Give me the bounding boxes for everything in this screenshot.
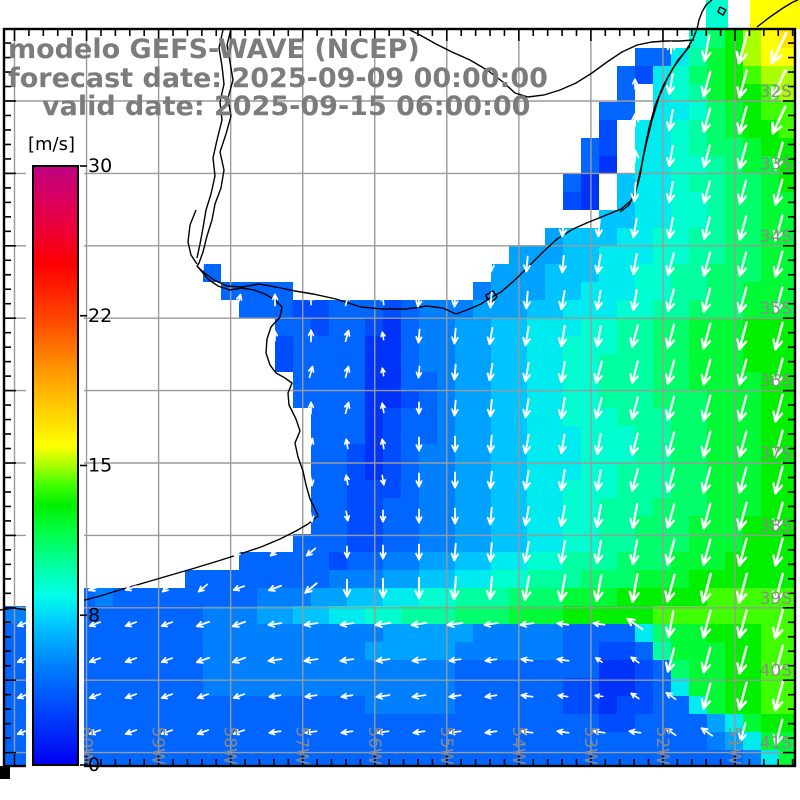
lat-label: 33S (760, 154, 792, 174)
lat-label: 35S (760, 299, 792, 319)
grid-lines-layer (4, 29, 795, 766)
ocean-cells-overflow-layer (706, 0, 800, 29)
lat-label: 39S (760, 589, 792, 609)
lat-label: 34S (760, 227, 792, 247)
coastline-layer (0, 0, 799, 611)
colorbar-tick-label: 30 (88, 155, 112, 177)
uruguay-river-east-bank (196, 28, 234, 267)
lon-label: 52W (652, 727, 672, 766)
colorbar-unit-label: [m/s] (28, 134, 75, 155)
lon-label: 55W (436, 727, 456, 766)
coordinate-labels-layer: 32S33S34S35S36S37S38S39S40S41S61W60W59W5… (28, 82, 792, 765)
title-line-3: valid date: 2025-09-15 06:00:00 (42, 91, 530, 122)
lat-label: 37S (760, 444, 792, 464)
lon-label: 53W (580, 727, 600, 766)
coast-above-frame (756, 0, 799, 28)
lon-label: 51W (724, 727, 744, 766)
lon-label: 57W (292, 727, 312, 766)
colorbar-tick-label: 8 (88, 604, 100, 626)
colorbar: 30 22 15 8 0 [m/s] (26, 134, 112, 776)
title-block: modelo GEFS-WAVE (NCEP) forecast date: 2… (8, 34, 548, 122)
islet (717, 6, 727, 16)
lon-label: 59W (148, 727, 168, 766)
uruguay-river-west-bank (196, 29, 225, 259)
lon-label: 56W (364, 727, 384, 766)
corner-box (0, 766, 10, 779)
inland-border (407, 28, 695, 98)
colorbar-gradient (32, 165, 79, 766)
title-line-1: modelo GEFS-WAVE (NCEP) (8, 34, 420, 65)
lat-label: 40S (760, 661, 792, 681)
colorbar-tick-label: 0 (88, 754, 100, 776)
punta-hook (485, 290, 498, 305)
colorbar-ticks: 30 22 15 8 0 (80, 155, 112, 776)
title-line-2: forecast date: 2025-09-09 00:00:00 (8, 63, 548, 94)
lat-label: 41S (760, 734, 792, 754)
lat-label: 36S (760, 372, 792, 392)
colorbar-tick-label: 15 (88, 455, 112, 477)
lon-label: 54W (508, 727, 528, 766)
lat-label: 32S (760, 82, 792, 102)
lat-label: 38S (760, 516, 792, 536)
lon-label: 58W (220, 727, 240, 766)
map-frame (2, 27, 797, 768)
ocean-cells-layer (5, 30, 795, 766)
argentina-coast (0, 265, 319, 611)
colorbar-tick-label: 22 (88, 305, 112, 327)
river-fork (187, 209, 198, 265)
